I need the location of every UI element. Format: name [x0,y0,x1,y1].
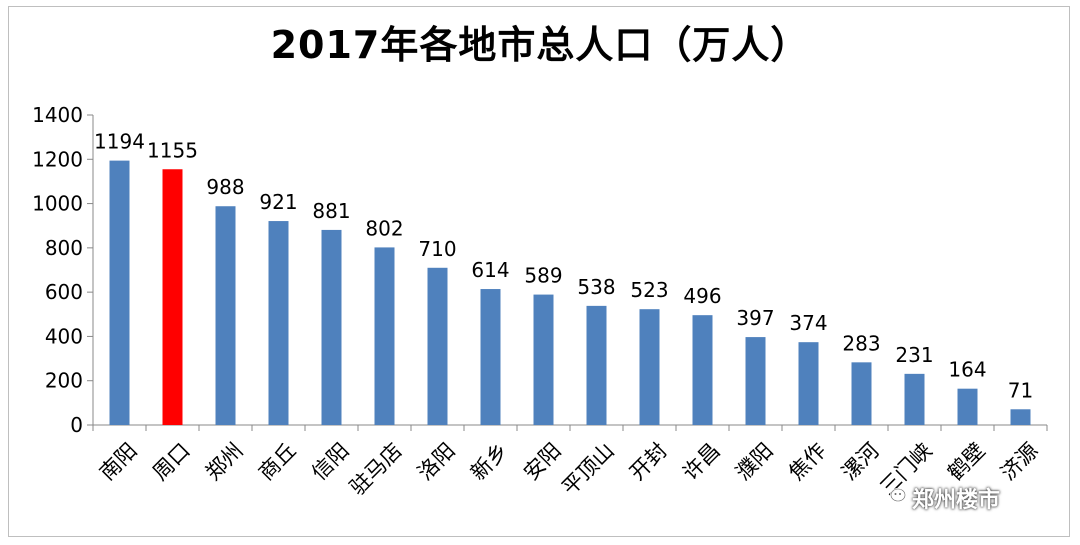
data-label: 164 [948,358,986,382]
x-tick-label: 许昌 [678,438,725,485]
x-tick-label: 濮阳 [731,438,778,485]
bar [798,342,819,425]
data-label: 988 [206,175,244,199]
x-tick-label: 新乡 [466,438,513,485]
x-tick-label: 洛阳 [413,438,460,485]
y-tick-label: 600 [45,280,83,304]
bar [639,309,660,425]
bar [1010,409,1031,425]
data-label: 1194 [94,130,145,154]
data-label: 614 [471,258,509,282]
chart-title: 2017年各地市总人口（万人） [270,23,810,67]
y-tick-label: 0 [70,413,83,437]
data-label: 921 [259,190,297,214]
data-label: 710 [418,237,456,261]
y-tick-label: 1000 [32,192,83,216]
y-tick-label: 1400 [32,103,83,127]
x-tick-label: 漯河 [837,438,884,485]
x-tick-label: 周口 [148,438,195,485]
bar [480,289,501,425]
bar [533,294,554,425]
y-tick-label: 200 [45,369,83,393]
bar [745,337,766,425]
x-tick-label: 南阳 [95,438,142,485]
data-label: 589 [524,264,562,288]
bar [321,229,342,425]
y-tick-label: 800 [45,236,83,260]
bar [586,305,607,425]
x-tick-label: 郑州 [201,438,248,485]
bar [851,362,872,425]
data-label: 538 [577,275,615,299]
x-tick-label: 安阳 [519,438,566,485]
chart-frame [8,6,1070,537]
x-tick-label: 开封 [625,438,672,485]
x-tick-label: 鹤壁 [943,438,990,485]
x-tick-label: 平顶山 [557,438,619,500]
data-label: 71 [1008,378,1033,402]
bar [374,247,395,425]
bar [904,373,925,425]
wechat-icon [890,488,906,502]
bar [957,388,978,425]
bar [268,221,289,425]
x-tick-label: 焦作 [784,438,831,485]
x-tick-label: 驻马店 [345,438,407,500]
data-label: 231 [895,343,933,367]
y-tick-label: 1200 [32,147,83,171]
data-label: 1155 [147,138,198,162]
data-label: 802 [365,216,403,240]
bar [162,169,183,425]
data-label: 881 [312,199,350,223]
y-tick-label: 400 [45,324,83,348]
data-label: 283 [842,331,880,355]
data-label: 397 [736,306,774,330]
bar [215,206,236,425]
bar [692,315,713,425]
x-tick-label: 济源 [996,438,1043,485]
data-label: 523 [630,278,668,302]
x-tick-label: 信阳 [307,438,354,485]
data-label: 496 [683,284,721,308]
bar [427,267,448,425]
data-label: 374 [789,311,827,335]
bar [109,160,130,425]
x-tick-label: 商丘 [254,438,301,485]
watermark-text: 郑州楼市 [912,488,1001,513]
